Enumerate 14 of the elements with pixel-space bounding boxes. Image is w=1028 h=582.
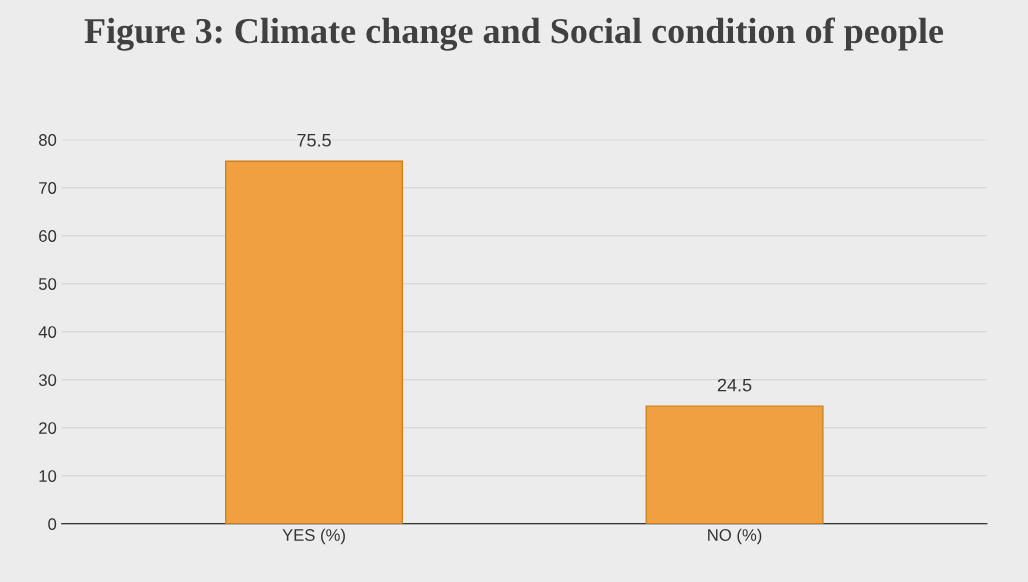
y-tick-label: 60: [39, 230, 57, 242]
y-tick-label: 20: [39, 422, 57, 434]
y-tick-label: 10: [39, 470, 57, 482]
y-tick-label: 40: [38, 326, 57, 338]
data-label: 75.5: [297, 134, 331, 147]
x-tick-label: NO (%): [708, 528, 762, 545]
data-label: 24.5: [717, 378, 752, 392]
y-tick-label: 0: [48, 518, 57, 530]
chart-title: Figure 3: Climate change and Social condition of people: [84, 17, 944, 51]
y-tick-label: 80: [39, 134, 57, 146]
y-tick-label: 50: [38, 278, 57, 290]
x-tick-label: YES (%): [282, 528, 345, 545]
y-tick-label: 70: [39, 182, 57, 194]
y-tick-label: 30: [38, 374, 57, 386]
